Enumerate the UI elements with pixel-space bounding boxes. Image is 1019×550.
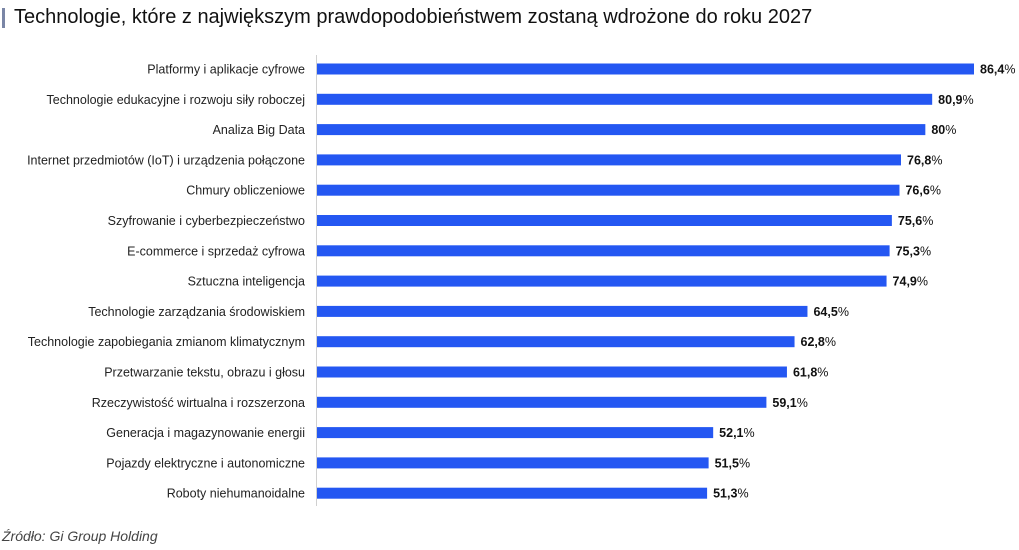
category-label: Roboty niehumanoidalne: [167, 487, 305, 501]
bar: [317, 336, 795, 348]
category-label: E-commerce i sprzedaż cyfrowa: [127, 244, 305, 258]
bar: [317, 93, 933, 105]
value-label: 51,3%: [713, 487, 748, 501]
bar: [317, 487, 708, 499]
bar: [317, 396, 767, 408]
value-label: 80,9%: [938, 93, 973, 107]
bar: [317, 245, 890, 257]
category-label: Internet przedmiotów (IoT) i urządzenia …: [27, 153, 305, 167]
bar: [317, 457, 709, 469]
value-label: 59,1%: [772, 396, 807, 410]
category-label: Generacja i magazynowanie energii: [106, 426, 305, 440]
value-label: 64,5%: [813, 305, 848, 319]
bar: [317, 124, 926, 136]
value-label: 75,6%: [898, 214, 933, 228]
value-label: 61,8%: [793, 366, 828, 380]
category-label: Przetwarzanie tekstu, obrazu i głosu: [104, 366, 305, 380]
bar: [317, 154, 901, 166]
bar: [317, 215, 892, 226]
category-label: Technologie zarządzania środowiskiem: [88, 305, 305, 319]
bar: [317, 366, 787, 378]
value-label: 62,8%: [801, 335, 836, 349]
chart-title: Technologie, które z największym prawdop…: [14, 6, 813, 28]
category-label: Rzeczywistość wirtualna i rozszerzona: [92, 396, 305, 410]
bar: [317, 184, 900, 196]
value-label: 86,4%: [980, 63, 1015, 77]
category-label: Szyfrowanie i cyberbezpieczeństwo: [108, 214, 305, 228]
bar: [317, 63, 974, 75]
category-label: Pojazdy elektryczne i autonomiczne: [106, 456, 305, 470]
value-label: 80%: [931, 123, 956, 137]
bar: [317, 275, 887, 287]
bar: [317, 305, 808, 317]
title-accent-bar: [2, 8, 5, 28]
value-label: 51,5%: [715, 456, 750, 470]
category-label: Technologie zapobiegania zmianom klimaty…: [28, 335, 305, 349]
value-label: 75,3%: [896, 244, 931, 258]
category-label: Analiza Big Data: [213, 123, 305, 137]
category-label: Sztuczna inteligencja: [188, 275, 305, 289]
value-label: 74,9%: [893, 275, 928, 289]
value-label: 52,1%: [719, 426, 754, 440]
category-label: Chmury obliczeniowe: [186, 184, 305, 198]
source-note: Źródło: Gi Group Holding: [2, 528, 158, 544]
category-label: Technologie edukacyjne i rozwoju siły ro…: [47, 93, 305, 107]
value-label: 76,6%: [905, 184, 940, 198]
bar: [317, 427, 714, 439]
category-label: Platformy i aplikacje cyfrowe: [147, 63, 305, 77]
value-label: 76,8%: [907, 153, 942, 167]
